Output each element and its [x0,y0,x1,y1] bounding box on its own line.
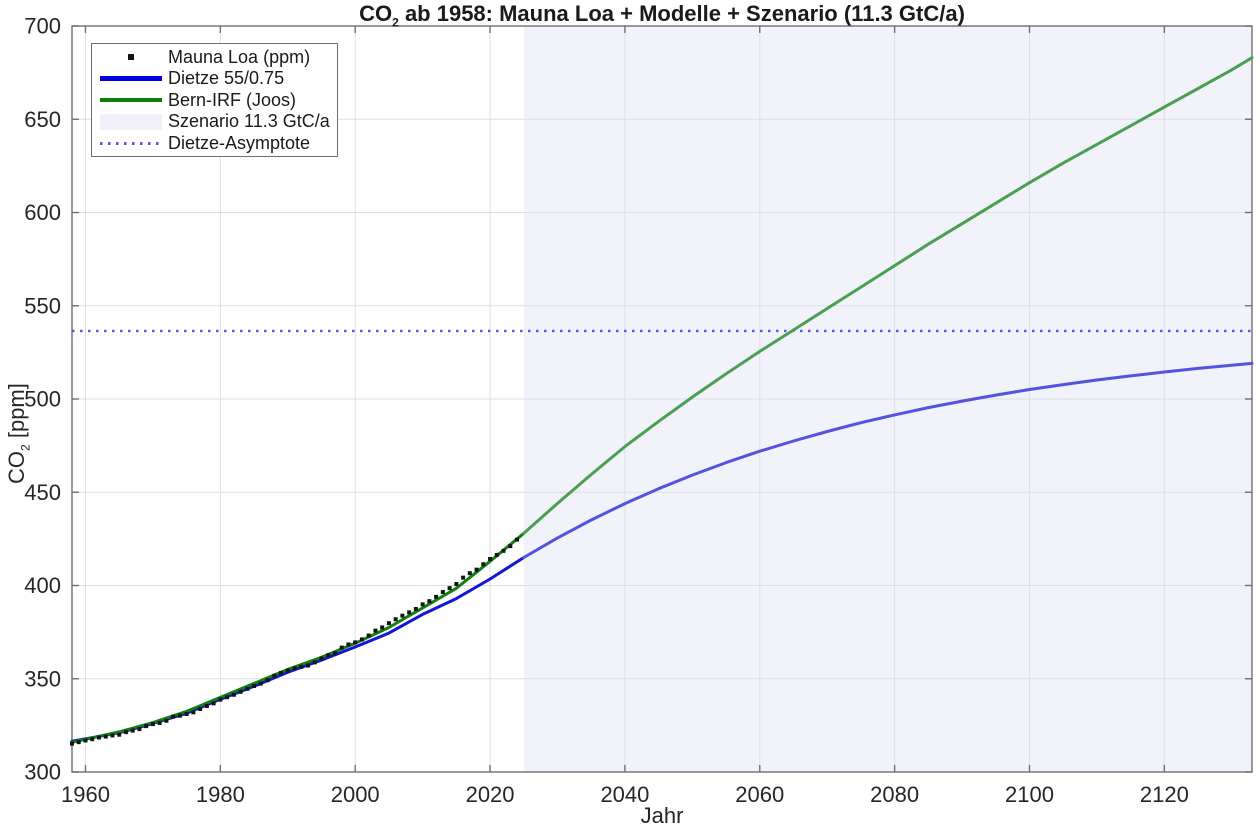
szenario-patch-swatch [100,113,162,130]
legend-label: Szenario 11.3 GtC/a [168,111,330,131]
dietze-line-swatch [100,76,162,81]
bern-line-swatch [100,97,162,103]
tick-marks [72,25,1252,773]
legend-label: Bern-IRF (Joos) [168,89,297,110]
asymptote-dotted-swatch [100,141,162,145]
x-axis-label: Jahr [640,803,684,828]
legend-label: Mauna Loa (ppm) [168,46,311,67]
svg-text:2080: 2080 [870,782,919,807]
svg-text:400: 400 [24,573,61,598]
svg-text:500: 500 [24,387,61,412]
x-tick-labels: 1960 1980 2000 2020 2040 2060 2080 2100 2120 [61,782,1189,807]
svg-text:300: 300 [24,760,61,785]
svg-text:2060: 2060 [735,782,784,807]
chart-title-subscript: 2 [392,15,399,30]
svg-text:2040: 2040 [600,782,649,807]
svg-text:450: 450 [24,480,61,505]
svg-text:600: 600 [24,200,61,225]
svg-text:2120: 2120 [1140,782,1189,807]
chart-title-prefix: CO [359,1,393,26]
svg-text:1980: 1980 [196,782,245,807]
svg-text:700: 700 [24,14,61,39]
legend-item-bern-irf: Bern-IRF (Joos) [92,90,337,111]
bern-irf-joos-history-line [70,531,526,744]
mauna-loa-points [70,537,520,746]
legend-swatch-box [100,97,162,103]
legend: Mauna Loa (ppm) Dietze 55/0.75 Bern-IRF … [91,43,338,157]
bern-irf-joos-projection-line [522,56,1254,535]
y-tick-labels: 300 350 400 450 500 550 600 650 700 [24,14,61,785]
legend-item-asymptote: Dietze-Asymptote [92,133,337,154]
svg-text:550: 550 [24,293,61,318]
legend-label: Dietze-Asymptote [168,132,311,153]
legend-swatch-box [100,54,162,60]
legend-item-dietze: Dietze 55/0.75 [92,68,337,89]
svg-text:2020: 2020 [466,782,515,807]
legend-swatch-box [100,76,162,81]
dietze-55-0-75-projection-line [522,361,1254,559]
legend-item-mauna-loa: Mauna Loa (ppm) [92,47,337,68]
svg-text:350: 350 [24,666,61,691]
legend-item-szenario: Szenario 11.3 GtC/a [92,111,337,132]
chart-title: CO2 ab 1958: Mauna Loa + Modelle + Szena… [72,0,1252,36]
y-axis-label-prefix: CO [4,451,29,484]
legend-swatch-box [100,113,162,130]
chart-title-rest: ab 1958: Mauna Loa + Modelle + Szenario … [398,1,965,26]
y-axis-label: CO2 [ppm] [4,383,38,484]
svg-text:2000: 2000 [331,782,380,807]
svg-text:1960: 1960 [61,782,110,807]
legend-swatch-box [100,141,162,145]
legend-label: Dietze 55/0.75 [168,68,285,88]
y-axis-label-rest: [ppm] [4,383,29,445]
y-axis-label-subscript: 2 [18,444,33,451]
svg-text:2100: 2100 [1005,782,1054,807]
mauna-loa-marker-swatch [128,54,134,60]
svg-text:650: 650 [24,107,61,132]
